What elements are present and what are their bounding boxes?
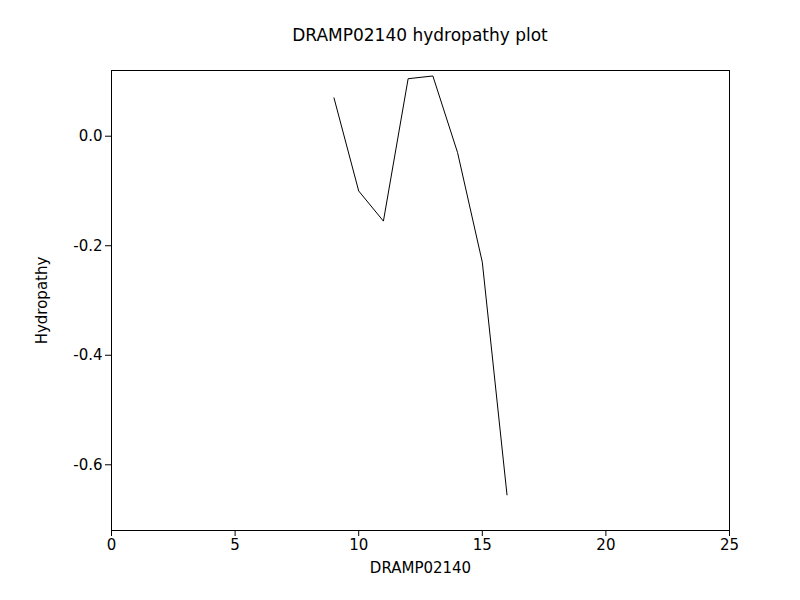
svg-text:0.0: 0.0 — [79, 127, 103, 145]
svg-text:Hydropathy: Hydropathy — [33, 257, 51, 345]
svg-text:-0.4: -0.4 — [73, 346, 102, 364]
svg-text:-0.2: -0.2 — [73, 237, 102, 255]
svg-text:-0.6: -0.6 — [73, 456, 102, 474]
svg-text:5: 5 — [230, 536, 240, 554]
html-text:DRAMP02140 hydropathy plot: DRAMP02140 hydropathy plot — [292, 25, 548, 45]
svg-text:25: 25 — [720, 536, 739, 554]
svg-text:15: 15 — [473, 536, 492, 554]
svg-text:20: 20 — [596, 536, 615, 554]
svg-text:10: 10 — [349, 536, 368, 554]
svg-text:0: 0 — [107, 536, 117, 554]
svg-text:DRAMP02140: DRAMP02140 — [370, 559, 471, 577]
